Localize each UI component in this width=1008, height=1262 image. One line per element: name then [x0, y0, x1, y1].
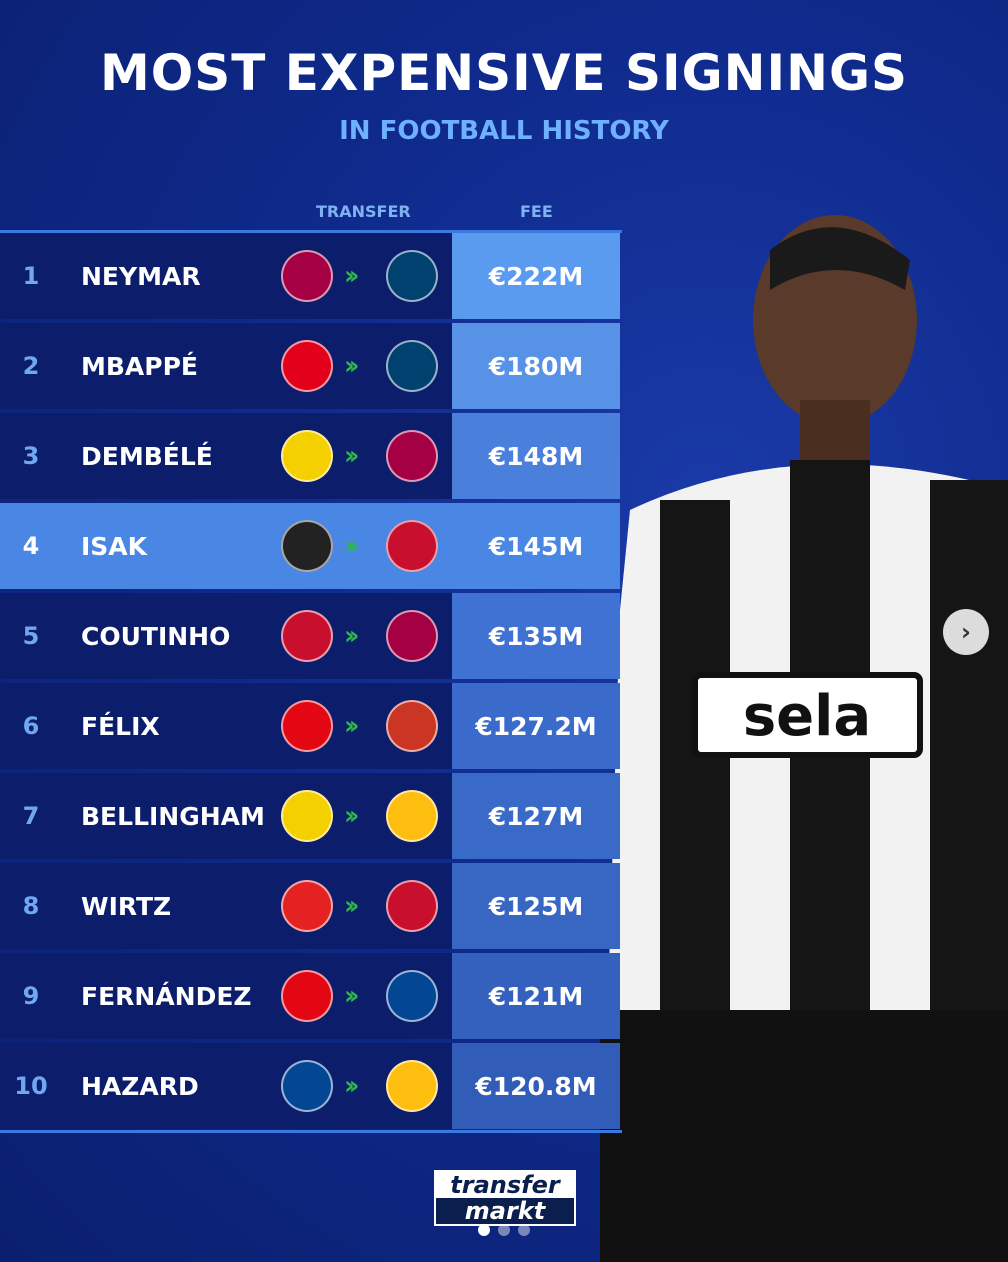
to-club-crest-icon	[386, 700, 438, 752]
to-club-crest-icon	[386, 250, 438, 302]
from-club-crest-icon	[281, 610, 333, 662]
table-row: 3 DEMBÉLÉ ›› €148M	[0, 413, 622, 499]
double-chevron-right-icon: ››	[344, 891, 360, 921]
row-background	[0, 323, 452, 409]
svg-text:sela: sela	[743, 684, 871, 749]
to-club-crest-icon	[386, 610, 438, 662]
from-club-crest-icon	[281, 700, 333, 752]
chevron-right-icon: ›	[961, 618, 971, 646]
double-chevron-right-icon: ››	[344, 351, 360, 381]
rank: 9	[22, 982, 40, 1010]
double-chevron-right-icon: ››	[344, 981, 360, 1011]
transfer-fee: €127.2M	[452, 683, 620, 769]
table-row: 1 NEYMAR ›› €222M	[0, 233, 622, 319]
from-club-crest-icon	[281, 430, 333, 482]
rank: 4	[22, 532, 40, 560]
table-row: 9 FERNÁNDEZ ›› €121M	[0, 953, 622, 1039]
transfer-fee: €125M	[452, 863, 620, 949]
rank: 10	[14, 1072, 48, 1100]
table-row: 10 HAZARD ›› €120.8M	[0, 1043, 622, 1129]
column-header-fee: FEE	[520, 202, 553, 221]
column-header-transfer: TRANSFER	[316, 202, 411, 221]
table-row: 5 COUTINHO ›› €135M	[0, 593, 622, 679]
from-club-crest-icon	[281, 250, 333, 302]
row-background	[0, 1043, 452, 1129]
to-club-crest-icon	[386, 520, 438, 572]
player-name: COUTINHO	[81, 621, 231, 651]
to-club-crest-icon	[386, 1060, 438, 1112]
double-chevron-right-icon: ››	[344, 711, 360, 741]
rank: 5	[22, 622, 40, 650]
rank: 1	[22, 262, 40, 290]
double-chevron-right-icon: ››	[344, 621, 360, 651]
row-background	[0, 233, 452, 319]
player-name: HAZARD	[81, 1071, 199, 1101]
player-name: WIRTZ	[81, 891, 172, 921]
row-background	[0, 773, 452, 859]
player-photo: sela	[600, 215, 1008, 1262]
table-row: 4 ISAK ›› €145M	[0, 503, 622, 589]
player-name: DEMBÉLÉ	[81, 441, 213, 471]
from-club-crest-icon	[281, 520, 333, 572]
transfer-fee: €148M	[452, 413, 620, 499]
divider	[0, 1130, 622, 1133]
to-club-crest-icon	[386, 430, 438, 482]
rank: 7	[22, 802, 40, 830]
carousel-dots	[478, 1224, 530, 1236]
rank: 2	[22, 352, 40, 380]
double-chevron-right-icon: ››	[344, 441, 360, 471]
transfer-fee: €145M	[452, 503, 620, 589]
double-chevron-right-icon: ››	[344, 801, 360, 831]
rank: 6	[22, 712, 40, 740]
carousel-dot[interactable]	[478, 1224, 490, 1236]
transfer-fee: €120.8M	[452, 1043, 620, 1129]
from-club-crest-icon	[281, 970, 333, 1022]
to-club-crest-icon	[386, 880, 438, 932]
from-club-crest-icon	[281, 880, 333, 932]
logo-bottom-text: markt	[436, 1198, 574, 1224]
page-subtitle: IN FOOTBALL HISTORY	[339, 116, 669, 146]
logo-top-text: transfer	[450, 1171, 560, 1199]
table-row: 7 BELLINGHAM ›› €127M	[0, 773, 622, 859]
to-club-crest-icon	[386, 970, 438, 1022]
player-name: ISAK	[81, 531, 148, 561]
player-name: BELLINGHAM	[81, 801, 265, 831]
table-row: 8 WIRTZ ›› €125M	[0, 863, 622, 949]
transfer-fee: €222M	[452, 233, 620, 319]
divider	[0, 230, 622, 233]
transfer-fee: €127M	[452, 773, 620, 859]
table-row: 6 FÉLIX ›› €127.2M	[0, 683, 622, 769]
transfer-fee: €135M	[452, 593, 620, 679]
double-chevron-right-icon: ››	[344, 1071, 360, 1101]
table-row: 2 MBAPPÉ ›› €180M	[0, 323, 622, 409]
row-background	[0, 503, 452, 589]
from-club-crest-icon	[281, 340, 333, 392]
row-background	[0, 413, 452, 499]
from-club-crest-icon	[281, 790, 333, 842]
rank: 3	[22, 442, 40, 470]
row-background	[0, 863, 452, 949]
player-name: NEYMAR	[81, 261, 201, 291]
player-name: FÉLIX	[81, 711, 160, 741]
double-chevron-right-icon: ››	[344, 531, 360, 561]
rank: 8	[22, 892, 40, 920]
to-club-crest-icon	[386, 790, 438, 842]
transfer-fee: €180M	[452, 323, 620, 409]
player-name: FERNÁNDEZ	[81, 981, 252, 1011]
transfer-fee: €121M	[452, 953, 620, 1039]
row-background	[0, 683, 452, 769]
row-background	[0, 593, 452, 679]
carousel-dot[interactable]	[518, 1224, 530, 1236]
to-club-crest-icon	[386, 340, 438, 392]
transfermarkt-logo: transfer markt	[434, 1170, 576, 1226]
carousel-dot[interactable]	[498, 1224, 510, 1236]
row-background	[0, 953, 452, 1039]
page-title: MOST EXPENSIVE SIGNINGS	[99, 44, 908, 102]
double-chevron-right-icon: ››	[344, 261, 360, 291]
carousel-next-button[interactable]: ›	[943, 609, 989, 655]
from-club-crest-icon	[281, 1060, 333, 1112]
player-name: MBAPPÉ	[81, 351, 199, 381]
